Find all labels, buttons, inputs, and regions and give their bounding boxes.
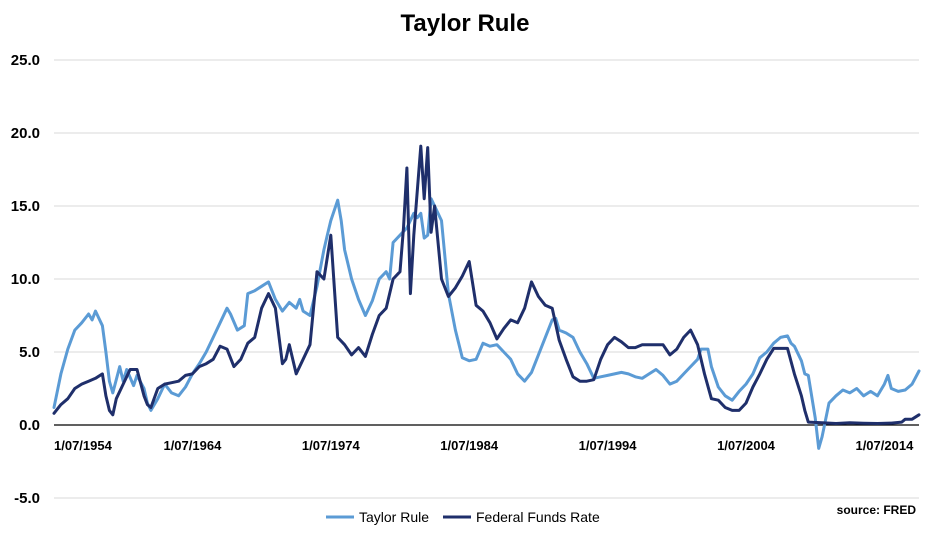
y-tick-label: 20.0: [11, 125, 40, 142]
y-tick-label: 25.0: [11, 52, 40, 69]
y-tick-label: 15.0: [11, 198, 40, 215]
x-tick-label: 1/07/1954: [54, 438, 113, 453]
x-tick-label: 1/07/1964: [163, 438, 222, 453]
y-axis-tick-labels: 25.0 20.0 15.0 10.0 5.0 0.0 -5.0: [11, 52, 40, 507]
x-tick-label: 1/07/1994: [579, 438, 638, 453]
series-lines: [52, 144, 921, 450]
x-tick-label: 1/07/2004: [717, 438, 776, 453]
legend-label-taylor-rule: Taylor Rule: [359, 509, 429, 525]
series-line-federal-funds-rate: [52, 144, 921, 425]
x-tick-label: 1/07/2014: [855, 438, 914, 453]
chart-title: Taylor Rule: [401, 10, 530, 37]
y-tick-label: -5.0: [14, 490, 40, 507]
gridlines: [54, 59, 919, 499]
x-tick-label: 1/07/1984: [440, 438, 499, 453]
legend: Taylor Rule Federal Funds Rate: [326, 509, 600, 525]
y-tick-label: 10.0: [11, 271, 40, 288]
y-tick-label: 5.0: [19, 344, 40, 361]
y-tick-label: 0.0: [19, 417, 40, 434]
source-label: source: FRED: [837, 503, 917, 517]
series-line-taylor-rule: [52, 197, 921, 450]
x-tick-label: 1/07/1974: [302, 438, 361, 453]
x-axis-tick-labels: 1/07/1954 1/07/1964 1/07/1974 1/07/1984 1/07…: [54, 438, 914, 453]
legend-label-federal-funds-rate: Federal Funds Rate: [476, 509, 600, 525]
